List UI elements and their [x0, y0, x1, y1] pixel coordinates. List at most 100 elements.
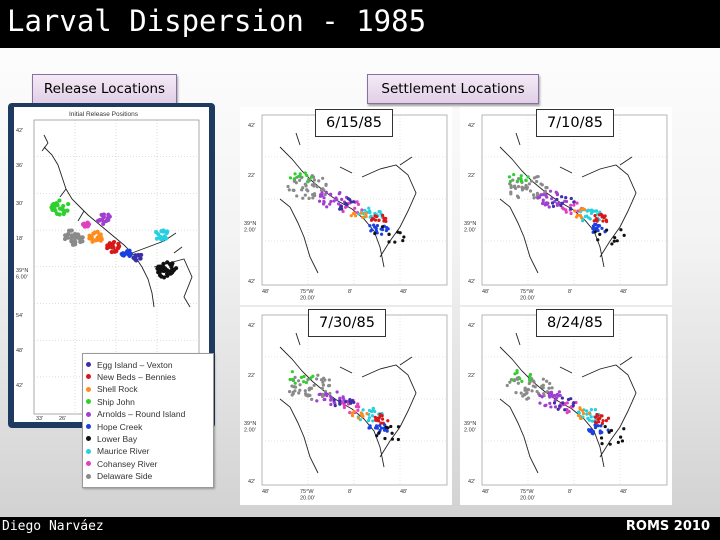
settled-particle	[311, 193, 315, 197]
settled-particle	[605, 228, 609, 232]
settled-particle	[383, 423, 387, 427]
settled-particle	[610, 242, 614, 246]
settled-particle	[596, 424, 600, 428]
footer-event: ROMS 2010	[625, 519, 710, 534]
settled-particle	[327, 378, 331, 382]
settlement-map-svg-2: 42' 22' 39°N2.00' 42' 48' 75°W20.00' 8' 48'	[244, 314, 448, 502]
release-particle	[88, 234, 93, 240]
settled-particle	[541, 198, 545, 202]
settled-particle	[293, 177, 297, 181]
settled-particle	[369, 229, 373, 233]
settled-particle	[303, 391, 308, 396]
settled-particle	[368, 224, 372, 228]
settled-particle	[552, 401, 557, 405]
settled-particle	[390, 437, 394, 441]
release-locations-label: Release Locations	[32, 74, 177, 104]
lon-tick-label: 20.00'	[520, 496, 535, 502]
lat-tick-label: 36'	[16, 163, 23, 169]
settled-particle	[542, 392, 546, 396]
settled-particle	[380, 213, 385, 217]
release-particle	[168, 271, 173, 276]
settled-particle	[306, 179, 310, 184]
settled-particle	[339, 204, 344, 208]
settled-particle	[548, 189, 553, 193]
settlement-coastline	[499, 332, 637, 474]
settled-particle	[509, 190, 513, 194]
settled-particle	[515, 369, 519, 373]
lat-tick-label: 42'	[468, 323, 475, 329]
settled-particle	[561, 207, 566, 211]
settled-particle	[401, 239, 405, 243]
lat-tick-label: 6.00'	[16, 275, 28, 281]
lat-tick-label: 42'	[248, 123, 255, 129]
legend-swatch	[86, 436, 91, 442]
legend-swatch	[86, 424, 91, 429]
settled-particle	[531, 193, 536, 197]
settled-particle	[609, 428, 614, 433]
settled-particle	[335, 198, 339, 202]
settled-particle	[608, 442, 612, 446]
settled-particle	[288, 377, 292, 382]
settled-particle	[333, 404, 337, 408]
settled-particle	[525, 397, 529, 401]
settled-particle	[540, 183, 544, 187]
lon-tick-label: 26'	[59, 416, 66, 422]
release-particle	[85, 220, 90, 225]
settled-particle	[569, 206, 573, 211]
settled-particle	[290, 393, 294, 397]
settled-particle	[589, 408, 594, 412]
settled-particle	[379, 426, 384, 430]
settled-particle	[315, 399, 319, 403]
release-particle	[107, 214, 112, 219]
settled-particle	[352, 409, 356, 413]
settled-particle	[384, 216, 388, 221]
settled-particle	[527, 381, 531, 386]
lat-tick-label: 2.00'	[464, 428, 476, 434]
settled-particle	[338, 396, 342, 400]
settlement-map-2: 42' 22' 39°N 2.00' 42' 48' 75°W 20.00' 8' 48' 7/3…	[240, 307, 452, 505]
settled-particle	[581, 219, 585, 223]
release-particle	[66, 228, 72, 233]
settled-particle	[530, 389, 534, 393]
lon-tick-label: 48'	[620, 489, 627, 495]
legend-swatch	[86, 411, 91, 417]
lat-tick-label: 42'	[468, 279, 475, 285]
release-particle	[155, 266, 160, 271]
settled-particle	[619, 228, 623, 232]
settled-particle	[555, 192, 559, 196]
settled-particle	[303, 389, 307, 393]
settled-particle	[342, 403, 346, 407]
settled-particle	[577, 411, 581, 415]
settled-particle	[522, 186, 527, 190]
settled-particle	[575, 213, 580, 217]
settled-particle	[373, 231, 377, 236]
settled-particle	[328, 202, 332, 206]
legend-item: Shell Rock	[86, 384, 138, 395]
settled-particle	[298, 383, 302, 387]
settled-particle	[311, 196, 315, 200]
settled-particle	[622, 427, 626, 431]
settled-particle	[306, 394, 310, 398]
settled-particle	[349, 214, 353, 218]
settled-particle	[378, 210, 382, 214]
settled-particle	[348, 198, 352, 202]
settled-particle	[578, 213, 583, 218]
settlement-map-1: 42' 22' 39°N 2.00' 42' 48' 75°W 20.00' 8' 48' 7/1…	[460, 107, 672, 305]
settled-particle	[356, 408, 360, 412]
settled-particle	[533, 385, 537, 389]
settled-particle	[529, 179, 534, 183]
settled-particle	[538, 401, 542, 405]
settled-particle	[599, 424, 603, 428]
settled-particle	[329, 199, 333, 204]
settled-particle	[350, 414, 355, 418]
settled-particle	[352, 400, 356, 404]
settled-particle	[593, 425, 598, 430]
settled-particle	[615, 239, 619, 243]
settled-particle	[573, 209, 577, 213]
footer-author: Diego Narváez	[2, 519, 104, 534]
settled-particle	[396, 437, 400, 442]
settled-particle	[622, 233, 626, 237]
legend-label: New Beds – Bennies	[97, 371, 176, 382]
settled-particle	[519, 174, 523, 178]
settled-particle	[398, 231, 402, 235]
